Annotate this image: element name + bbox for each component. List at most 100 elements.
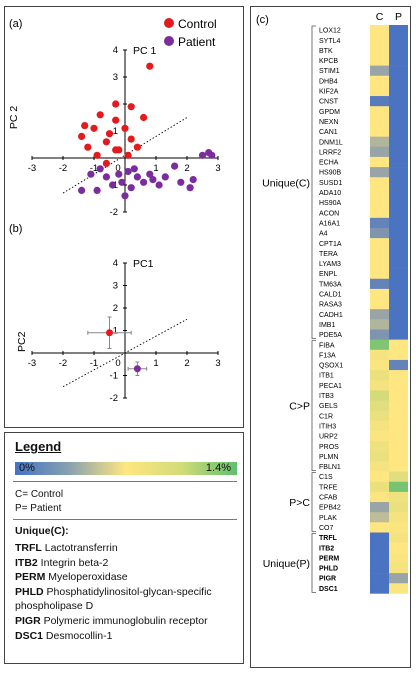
- legend-title: Legend: [15, 439, 62, 454]
- legend-panel: Legend 0% 1.4% C= Control P= Patient Uni…: [4, 432, 244, 664]
- unique-c-title: Unique(C):: [15, 525, 69, 537]
- data-point: [78, 132, 86, 140]
- heatmap-cell: [389, 268, 408, 280]
- data-point: [96, 165, 104, 173]
- heatmap-cell: [389, 502, 408, 513]
- heatmap-cell: [389, 228, 408, 239]
- row-label: CFAB: [319, 495, 338, 502]
- x-tick-label: 3: [215, 358, 220, 369]
- data-point: [133, 173, 141, 181]
- abbreviation: PIGR: [15, 614, 41, 627]
- row-label: TRFL: [319, 535, 338, 542]
- x-tick-label: -3: [28, 163, 36, 174]
- group-label: Unique(P): [263, 558, 310, 570]
- data-point: [109, 181, 117, 189]
- heatmap-cell: [370, 583, 389, 594]
- x-tick-label: 2: [184, 163, 189, 174]
- heatmap-cell: [370, 207, 389, 219]
- data-point: [105, 130, 114, 138]
- x-tick-label: 1: [153, 358, 158, 369]
- y-tick-label: -1: [110, 371, 118, 382]
- row-label: LOX12: [319, 28, 341, 35]
- heatmap-cell: [389, 380, 408, 391]
- row-label: PHLD: [319, 566, 338, 573]
- heatmap-cell: [370, 248, 389, 259]
- divider: [13, 519, 237, 520]
- legend-marker: [164, 18, 174, 28]
- heatmap-cell: [389, 359, 408, 371]
- y-tick-label: 4: [113, 45, 118, 56]
- heatmap-cell: [370, 126, 389, 137]
- column-header: C: [376, 11, 384, 23]
- row-label: EPB42: [319, 505, 341, 512]
- row-label: F13A: [319, 352, 336, 359]
- heatmap-cell: [370, 329, 389, 340]
- row-label: DNM1L: [319, 139, 343, 146]
- row-label: CADH1: [319, 312, 343, 319]
- row-label: A4: [319, 231, 328, 238]
- heatmap-cell: [389, 420, 408, 432]
- heatmap-cell: [389, 217, 408, 229]
- row-label: DHB4: [319, 78, 338, 85]
- y-tick-label: 3: [113, 72, 118, 83]
- row-label: CAN1: [319, 129, 338, 136]
- row-label: RASA3: [319, 302, 342, 309]
- heatmap-cell: [370, 25, 389, 36]
- row-label: STIM1: [319, 68, 340, 75]
- c-definition: C= Control: [15, 489, 64, 500]
- heatmap-cell: [389, 339, 408, 351]
- row-label: BTK: [319, 48, 333, 55]
- data-point: [130, 165, 138, 173]
- row-label: ITB2: [319, 545, 334, 552]
- heatmap-cell: [389, 288, 408, 300]
- abbreviation-meaning: Integrin beta-2: [37, 556, 109, 569]
- data-point: [149, 176, 157, 184]
- heatmap-cell: [389, 75, 408, 87]
- data-point: [81, 122, 89, 130]
- heatmap-cell: [389, 55, 408, 66]
- data-point: [112, 116, 120, 124]
- row-label: PIGR: [319, 576, 336, 583]
- data-point: [124, 167, 132, 176]
- heatmap-cell: [389, 552, 408, 564]
- divider: [13, 481, 237, 482]
- heatmap-cell: [370, 55, 389, 66]
- row-label: CNST: [319, 99, 339, 106]
- row-label: FIBA: [319, 342, 335, 349]
- heatmap-cell: [389, 106, 408, 117]
- data-point: [93, 186, 101, 194]
- group-label: Unique(C): [262, 177, 310, 189]
- heatmap-cell: [389, 187, 408, 198]
- data-point: [84, 143, 92, 151]
- heatmap-cell: [370, 288, 389, 300]
- data-point: [198, 151, 207, 159]
- heatmap-cell: [370, 512, 389, 523]
- data-point: [208, 151, 216, 159]
- heatmap-cell: [370, 146, 389, 158]
- heatmap-cell: [370, 380, 389, 391]
- heatmap-cell: [370, 258, 389, 269]
- group-bracket: [311, 472, 316, 532]
- heatmap-cell: [389, 197, 408, 208]
- data-point: [115, 170, 123, 178]
- heatmap-cell: [370, 390, 389, 401]
- data-point: [171, 162, 179, 170]
- pca-scatter-plot: (a) -3 -2 -1 0 1 2 3 -2 -1 1 2 3 4 PC 1 PC 2 Control Pati…: [8, 17, 221, 404]
- data-point: [112, 100, 120, 108]
- heatmap-cell: [389, 177, 408, 188]
- data-point: [90, 124, 98, 132]
- abbreviation-entry: PERM Myeloperoxidase: [15, 570, 241, 585]
- row-label: HS90A: [319, 200, 342, 207]
- data-point: [127, 184, 135, 192]
- row-label: HS90B: [319, 170, 342, 177]
- x-tick-label: 0: [115, 358, 120, 369]
- legend-label: Control: [178, 17, 217, 31]
- heatmap-cell: [389, 400, 408, 411]
- heatmap-cell: [389, 481, 408, 493]
- heatmap-cell: [389, 431, 408, 442]
- x-tick-label: 2: [184, 358, 189, 369]
- x-tick-label: -3: [28, 358, 36, 369]
- data-point: [146, 170, 154, 178]
- heatmap-cell: [370, 85, 389, 97]
- heatmap-cell: [370, 471, 389, 483]
